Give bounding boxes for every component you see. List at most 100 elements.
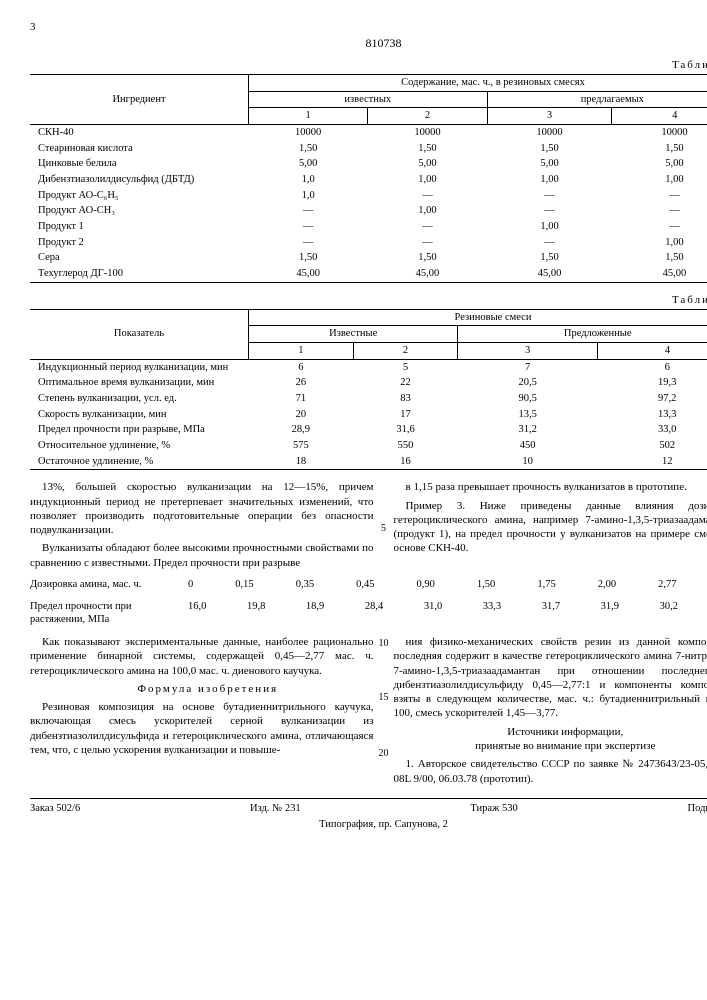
table-cell: 45,00 [612,266,707,282]
table-cell: 22 [353,375,458,391]
table-cell: 1,00 [368,203,487,219]
table-cell: 13,3 [597,407,707,423]
table-2: Показатель Резиновые смеси Известные Пре… [30,309,707,470]
inline-data-row-1: Дозировка амина, мас. ч. 00,150,350,450,… [30,578,707,592]
table-cell: 90,5 [458,391,598,407]
footer-podpis: Подписное [688,802,707,816]
table-cell: — [368,188,487,204]
table-cell: 97,2 [597,391,707,407]
para-3: в 1,15 раза превышает прочность вулканиз… [394,480,707,494]
table-row-label: Продукт АО-C₆H₅ [30,188,249,204]
table-cell: 17 [353,407,458,423]
table-row-label: Техуглерод ДГ-100 [30,266,249,282]
table-row-label: Скорость вулканизации, мин [30,407,249,423]
inline-value: 1,75 [537,578,555,592]
table-cell: 5,00 [612,156,707,172]
inline-value: 2,00 [598,578,616,592]
table-cell: — [612,188,707,204]
table-cell: — [487,235,612,251]
table-cell: 33,0 [597,422,707,438]
inline-value: 0,45 [356,578,374,592]
t2-header-known: Известные [249,326,458,343]
inline-value: 0,90 [417,578,435,592]
table-cell: — [249,219,368,235]
t2-header-indicator: Показатель [30,309,249,359]
table-cell: 5,00 [368,156,487,172]
inline-value: 1,50 [477,578,495,592]
inline-value: 16,0 [188,600,206,627]
table-cell: 18 [249,454,354,470]
table-cell: 1,00 [612,235,707,251]
inline-value: 30,2 [660,600,678,627]
table-cell: 1,0 [249,172,368,188]
table-cell: 1,50 [249,141,368,157]
table-row-label: СКН-40 [30,125,249,141]
table-cell: 1,00 [487,172,612,188]
table-row-label: Продукт 2 [30,235,249,251]
table-cell: 71 [249,391,354,407]
gutter-5: 5 [381,522,386,535]
table-cell: 28,9 [249,422,354,438]
formula-title: Формула изобретения [30,682,374,696]
table-cell: 31,2 [458,422,598,438]
table-cell: 20,5 [458,375,598,391]
gutter-15: 15 [379,691,389,704]
table-cell: 26 [249,375,354,391]
table-cell: 1,50 [368,250,487,266]
table-row-label: Степень вулканизации, усл. ед. [30,391,249,407]
footer-zakaz: Заказ 502/6 [30,802,80,816]
table-cell: 45,00 [368,266,487,282]
table-cell: 16 [353,454,458,470]
inline-value: 0,15 [235,578,253,592]
para-7: ния физико-механических свойств резин из… [394,635,707,721]
table-cell: — [368,235,487,251]
table-cell: 45,00 [487,266,612,282]
table-cell: 450 [458,438,598,454]
t2-col-3: 3 [458,343,598,360]
t1-header-ingredient: Ингредиент [30,75,249,125]
table-row-label: Индукционный период вулканизации, мин [30,359,249,375]
table-row-label: Оптимальное время вулканизации, мин [30,375,249,391]
table-cell: 20 [249,407,354,423]
inline-value: 19,8 [247,600,265,627]
t2-col-2: 2 [353,343,458,360]
inline-label-2: Предел прочности при растяжении, МПа [30,600,180,627]
inline-data-row-2: Предел прочности при растяжении, МПа 16,… [30,600,707,627]
inline-value: 31,7 [542,600,560,627]
table-cell: 7 [458,359,598,375]
table-cell: 5,00 [249,156,368,172]
table-cell: — [487,203,612,219]
table-cell: 502 [597,438,707,454]
text-block-1: 13%, большей скоростью вулканизации на 1… [30,480,707,570]
inline-value: 0 [188,578,193,592]
table-row-label: Остаточное удлинение, % [30,454,249,470]
t1-header-proposed: предлагаемых [487,91,707,108]
table-row-label: Относительное удлинение, % [30,438,249,454]
sources-body: 1. Авторское свидетельство СССР по заявк… [394,757,707,786]
table-cell: 550 [353,438,458,454]
footer-line: Заказ 502/6 Изд. № 231 Тираж 530 Подписн… [30,798,707,816]
table-row-label: Предел прочности при разрыве, МПа [30,422,249,438]
table-cell: 10000 [368,125,487,141]
para-1: 13%, большей скоростью вулканизации на 1… [30,480,374,537]
table-cell: 45,00 [249,266,368,282]
inline-value: 0,35 [296,578,314,592]
t1-col-3: 3 [487,108,612,125]
inline-value: 2,77 [658,578,676,592]
inline-value: 31,9 [601,600,619,627]
t1-col-4: 4 [612,108,707,125]
inline-value: 33,3 [483,600,501,627]
inline-value: 18,9 [306,600,324,627]
table-cell: 10000 [612,125,707,141]
table-cell: — [368,219,487,235]
table-cell: 5,00 [487,156,612,172]
t1-header-content: Содержание, мас. ч., в резиновых смесях [249,75,707,92]
gutter-10: 10 [379,637,389,650]
table-cell: 1,00 [612,172,707,188]
t1-header-known: известных [249,91,488,108]
t2-header-mixes: Резиновые смеси [249,309,707,326]
table-cell: 1,50 [612,250,707,266]
table-row-label: Дибензтиазолилдисульфид (ДБТД) [30,172,249,188]
inline-value: 28,4 [365,600,383,627]
table-1-label: Таблица 1 [30,58,707,72]
